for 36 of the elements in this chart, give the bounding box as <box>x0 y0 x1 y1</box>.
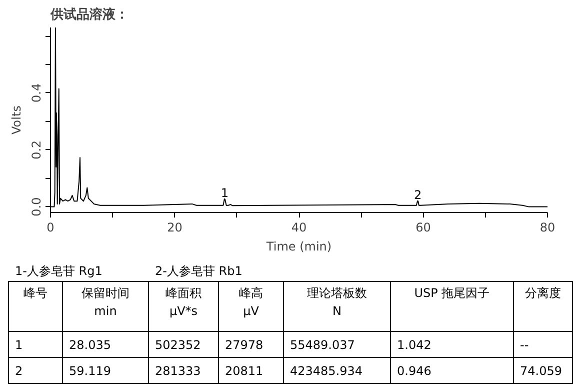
text: 0.946 <box>390 358 514 384</box>
annotation: 1 <box>220 186 228 200</box>
y-tick-label: 0.4 <box>30 83 44 103</box>
text: 分离度 <box>514 282 572 332</box>
y-tick-label: 0.0 <box>30 197 44 216</box>
text: -- <box>514 332 572 358</box>
y-tick-label: 0.2 <box>30 140 44 160</box>
text: 28.035 <box>62 332 148 358</box>
text: 2 <box>8 358 62 384</box>
x-tick-label: 20 <box>167 220 182 234</box>
x-tick-label: 60 <box>416 220 431 234</box>
text: 1 <box>8 332 62 358</box>
text: 峰号 <box>8 282 62 332</box>
x-tick-label: 0 <box>46 220 54 234</box>
text: 59.119 <box>62 358 148 384</box>
text: 1.042 <box>390 332 514 358</box>
text: 2-人参皂苷 Rb1 <box>155 263 244 280</box>
text: 峰高 μV <box>218 282 284 332</box>
text: 502352 <box>148 332 218 358</box>
x-axis-title: Time (min) <box>265 240 332 254</box>
text: 281333 <box>148 358 218 384</box>
text: 理论塔板数 N <box>284 282 390 332</box>
x-tick-label: 40 <box>291 220 307 234</box>
text: 保留时间 min <box>62 282 148 332</box>
text: 74.059 <box>514 358 572 384</box>
chart-title: 供试品溶液： <box>50 6 128 22</box>
text: 27978 <box>218 332 284 358</box>
annotation: 2 <box>414 188 422 202</box>
text: USP 拖尾因子 <box>390 282 514 332</box>
text: 峰面积 μV*s <box>148 282 218 332</box>
text: 20811 <box>218 358 284 384</box>
y-axis-title: Volts <box>10 106 24 134</box>
text: 55489.037 <box>284 332 390 358</box>
text: 423485.934 <box>284 358 390 384</box>
text: 1-人参皂苷 Rg1 <box>15 263 104 280</box>
x-tick-label: 80 <box>540 220 556 234</box>
